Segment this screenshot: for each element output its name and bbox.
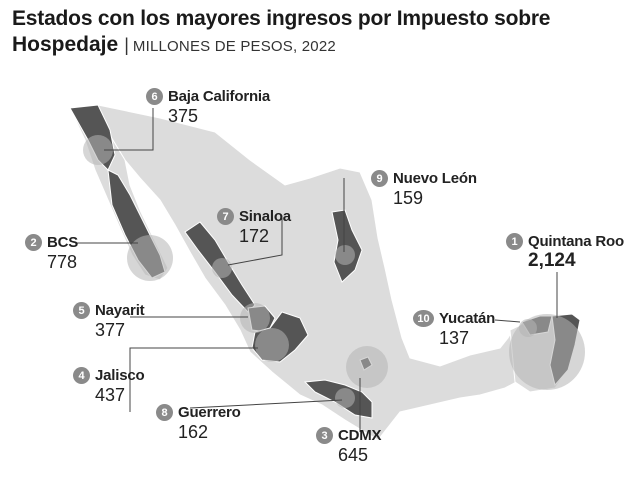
state-name: Sinaloa	[239, 208, 291, 225]
leader-yucatan	[494, 319, 521, 323]
circle-bcs	[127, 235, 173, 281]
label-guerrero: 8 Guerrero 162	[156, 404, 241, 442]
title-separator: |	[124, 35, 129, 55]
state-name: Jalisco	[95, 367, 145, 384]
state-value: 778	[47, 252, 78, 272]
state-name: Yucatán	[439, 310, 496, 327]
state-name: Nayarit	[95, 302, 145, 319]
state-name: Nuevo León	[393, 170, 477, 187]
label-nayarit: 5 Nayarit 377	[73, 302, 145, 340]
mexico-mainland	[97, 104, 521, 441]
state-value: 172	[239, 226, 270, 246]
circle-guerrero	[335, 388, 355, 408]
rank-badge: 6	[146, 88, 163, 105]
title-block: Estados con los mayores ingresos por Imp…	[12, 6, 627, 60]
map-title-line1: Estados con los mayores ingresos por Imp…	[12, 7, 551, 30]
circle-nayarit	[240, 303, 270, 333]
circle-jalisco	[255, 328, 289, 362]
state-value: 645	[338, 445, 369, 465]
leader-jalisco	[129, 347, 258, 412]
state-value: 437	[95, 385, 126, 405]
rank-badge: 9	[371, 170, 388, 187]
state-value: 137	[439, 328, 470, 348]
rank-badge: 10	[413, 310, 434, 327]
label-nuevo-leon: 9 Nuevo León 159	[371, 170, 477, 208]
state-name: CDMX	[338, 427, 382, 444]
rank-badge: 2	[25, 234, 42, 251]
state-value: 377	[95, 320, 126, 340]
rank-badge: 3	[316, 427, 333, 444]
rank-badge: 8	[156, 404, 173, 421]
rank-badge: 1	[506, 233, 523, 250]
rank-badge: 7	[217, 208, 234, 225]
label-jalisco: 4 Jalisco 437	[73, 367, 145, 405]
label-baja-california: 6 Baja California 375	[146, 88, 270, 126]
map-subtitle: MILLONES DE PESOS, 2022	[132, 38, 336, 55]
rank-badge: 5	[73, 302, 90, 319]
state-value: 375	[168, 106, 199, 126]
leader-baja-california	[104, 108, 154, 151]
state-value: 162	[178, 422, 209, 442]
leader-sinaloa	[227, 218, 283, 266]
circle-sinaloa	[212, 258, 232, 278]
label-cdmx: 3 CDMX 645	[316, 427, 382, 465]
state-name: Quintana Roo	[528, 233, 624, 250]
label-sinaloa: 7 Sinaloa 172	[217, 208, 291, 246]
label-yucatan: 10 Yucatán 137	[413, 310, 495, 348]
state-name: BCS	[47, 234, 79, 251]
circle-baja-california	[83, 135, 113, 165]
map-title-line2: Hospedaje	[12, 33, 119, 56]
circle-cdmx	[346, 346, 388, 388]
state-value: 159	[393, 188, 424, 208]
rank-badge: 4	[73, 367, 90, 384]
state-name: Guerrero	[178, 404, 241, 421]
label-quintana-roo: 1 Quintana Roo 2,124	[506, 233, 624, 271]
state-value: 2,124	[528, 250, 576, 271]
leader-guerrero	[189, 399, 343, 409]
circle-yucatan	[519, 319, 537, 337]
circle-nuevo-leon	[335, 245, 355, 265]
state-name: Baja California	[168, 88, 271, 105]
label-bcs: 2 BCS 778	[25, 234, 78, 272]
